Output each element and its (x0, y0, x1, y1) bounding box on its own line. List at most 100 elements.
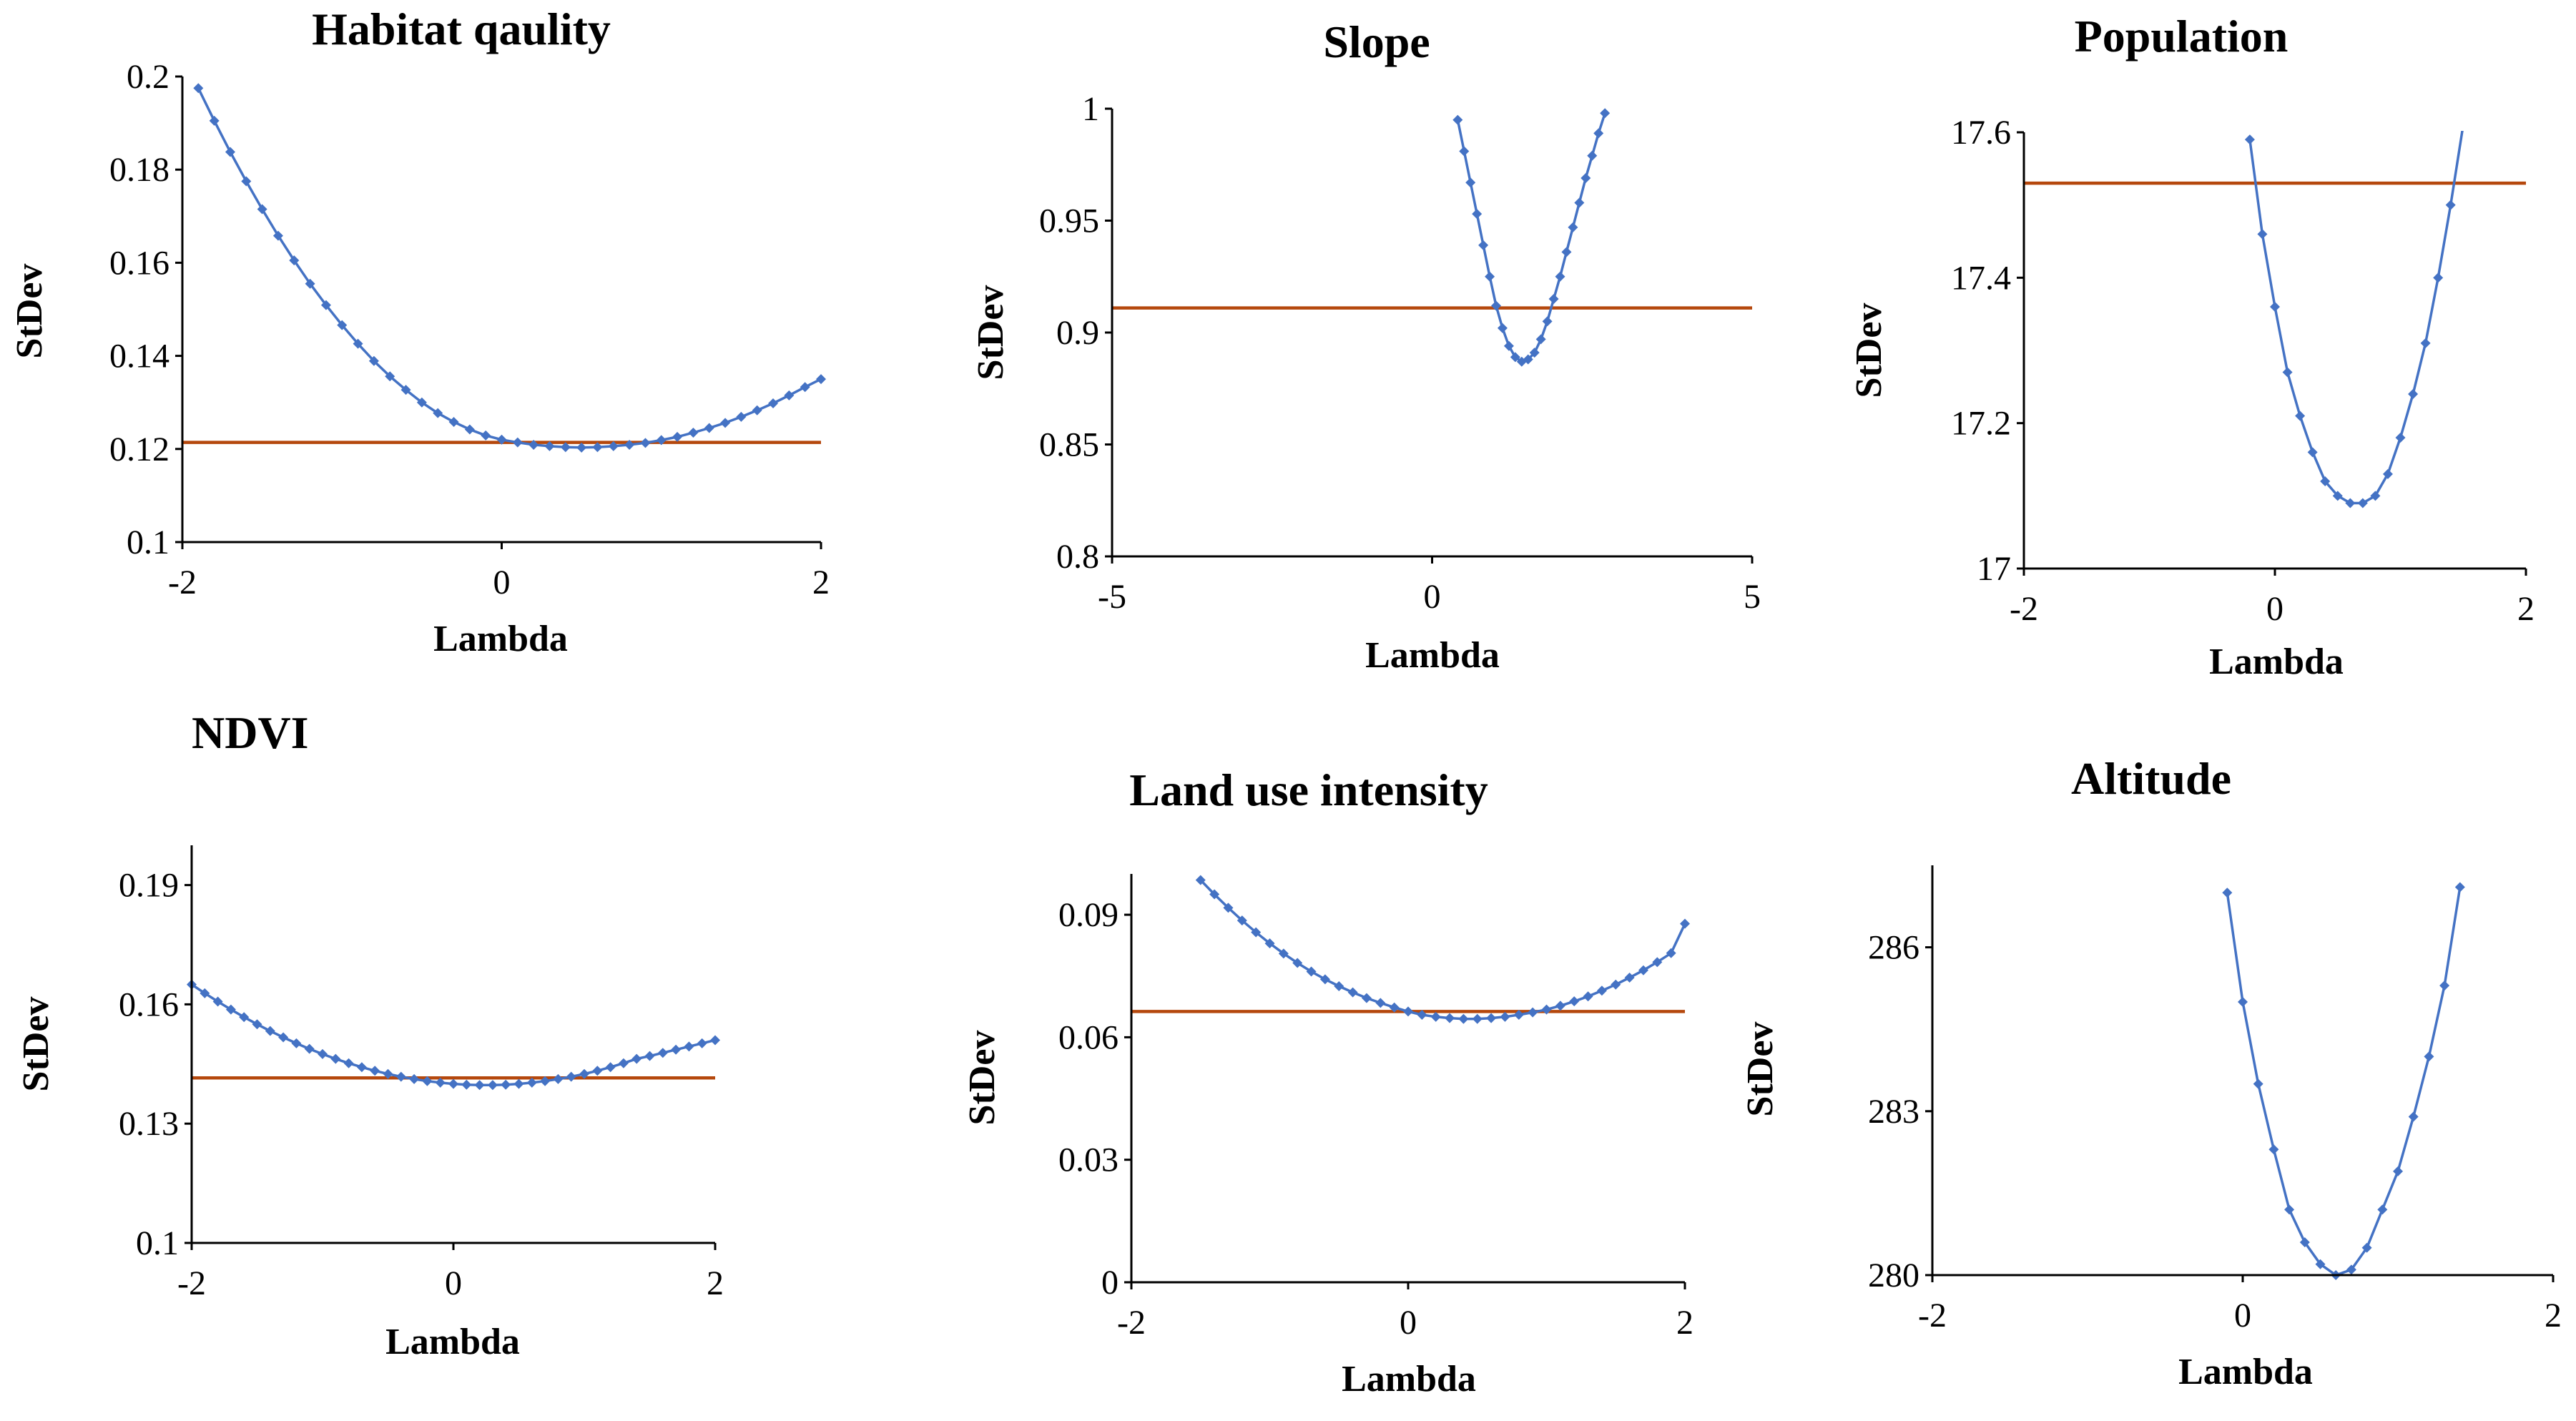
data-point (2320, 476, 2331, 486)
data-point (481, 430, 491, 441)
data-point (370, 1066, 380, 1076)
data-point (1510, 352, 1520, 363)
data-point (1209, 889, 1220, 900)
data-point (1528, 1007, 1538, 1018)
data-point (2332, 491, 2343, 501)
data-point (2408, 1111, 2419, 1122)
x-tick-label: 5 (1744, 578, 1761, 616)
data-point (800, 382, 810, 393)
x-axis-label: Lambda (2209, 641, 2344, 682)
x-axis-label: Lambda (2178, 1352, 2313, 1392)
data-point (1503, 340, 1514, 351)
data-point (212, 996, 223, 1007)
data-point (2345, 498, 2356, 508)
data-point (1319, 974, 1330, 985)
data-point (305, 278, 315, 289)
y-axis-label: StDev (16, 997, 56, 1092)
x-tick-label: -2 (1918, 1297, 1947, 1334)
data-point (435, 1077, 446, 1088)
data-point (385, 371, 395, 382)
data-point (200, 988, 210, 998)
data-point (1523, 354, 1533, 365)
data-point (752, 405, 762, 416)
y-tick-label: 0.12 (109, 431, 169, 468)
data-point (2222, 887, 2233, 898)
data-point (592, 1066, 603, 1076)
stdev-curve (2248, 131, 2464, 505)
x-tick-label: 0 (493, 564, 511, 601)
data-point (631, 1053, 642, 1064)
data-point (1251, 927, 1262, 938)
data-point (1580, 173, 1591, 184)
y-tick-label: 0.18 (109, 151, 169, 189)
data-point (209, 115, 220, 126)
y-axis-label: StDev (970, 285, 1011, 380)
data-point (2357, 498, 2368, 508)
data-point (1459, 146, 1470, 157)
data-point (1472, 209, 1483, 220)
y-tick-label: 17 (1977, 550, 2011, 588)
data-point (2244, 134, 2255, 145)
data-point (239, 1012, 250, 1023)
data-point (318, 1048, 328, 1059)
chart-panel-4: NDVI 0.1 0.13 0.16 0.19 -2 0 2 Lambda StDev (16, 707, 724, 1362)
data-point (608, 441, 619, 451)
data-point (1569, 996, 1580, 1007)
data-point (278, 1032, 289, 1043)
data-point (688, 428, 699, 438)
x-tick-label: 2 (707, 1264, 724, 1302)
data-point (337, 320, 348, 330)
data-point (1486, 1013, 1497, 1023)
chart-title: Land use intensity (1129, 764, 1488, 815)
data-point (501, 1079, 511, 1090)
y-tick-label: 280 (1868, 1257, 1919, 1294)
data-point (1638, 965, 1648, 975)
data-point (513, 1078, 524, 1089)
data-point (1593, 128, 1604, 139)
y-tick-label: 0.16 (119, 985, 179, 1023)
y-axis-label: StDev (962, 1031, 1003, 1126)
data-point (1278, 948, 1289, 959)
data-point (512, 437, 523, 448)
data-point (1666, 948, 1676, 958)
x-tick-label: -5 (1098, 578, 1126, 616)
y-tick-label: 0.95 (1039, 202, 1099, 240)
y-tick-label: 1 (1082, 90, 1099, 128)
chart-panel-2: Slope 0.8 0.85 0.9 0.95 1 -5 0 5 Lambda StDev (970, 16, 1761, 676)
y-tick-label: 0.19 (119, 867, 179, 905)
data-point (2408, 389, 2419, 399)
data-point (1680, 918, 1690, 929)
data-point (272, 230, 283, 241)
data-point (265, 1026, 275, 1036)
x-tick-label: 2 (812, 564, 830, 601)
data-point (395, 1071, 406, 1082)
data-point (768, 398, 779, 409)
y-tick-label: 0.03 (1058, 1141, 1119, 1179)
data-point (1361, 993, 1372, 1003)
data-point (2377, 1204, 2388, 1215)
x-tick-label: 2 (2517, 590, 2535, 628)
data-point (1472, 1013, 1483, 1024)
data-point (2270, 302, 2280, 312)
x-tick-label: 0 (1400, 1304, 1417, 1342)
data-point (2307, 447, 2318, 458)
data-point (1334, 981, 1344, 992)
data-point (1306, 966, 1317, 977)
data-point (193, 83, 204, 94)
data-point (2393, 1166, 2403, 1176)
data-point (1389, 1002, 1400, 1013)
data-point (241, 176, 252, 187)
data-point (1417, 1009, 1427, 1020)
data-point (672, 431, 683, 442)
data-point (289, 255, 300, 266)
data-point (291, 1038, 302, 1048)
data-point (433, 408, 443, 418)
data-point (2439, 980, 2450, 991)
data-point (560, 442, 571, 453)
data-point (487, 1080, 498, 1091)
data-point (1264, 938, 1275, 949)
stdev-curve (197, 87, 822, 449)
data-point (2433, 272, 2444, 283)
